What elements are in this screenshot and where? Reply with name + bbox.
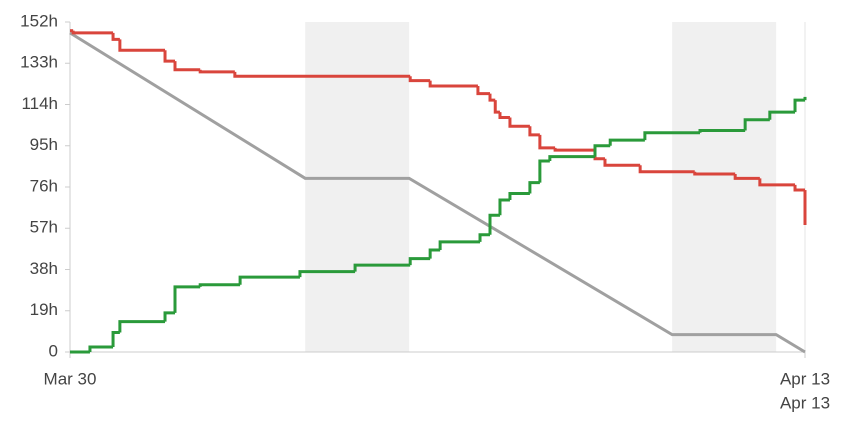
step-segment bbox=[238, 275, 300, 285]
step-segment bbox=[163, 50, 175, 63]
y-tick-label: 19h bbox=[30, 300, 58, 319]
y-tick-label: 76h bbox=[30, 176, 58, 195]
x-sublabel: Apr 13 bbox=[780, 393, 830, 412]
step-segment bbox=[793, 98, 805, 113]
step-segment bbox=[71, 30, 114, 35]
step-segment bbox=[528, 126, 540, 137]
step-segment bbox=[233, 71, 411, 78]
step-segment bbox=[698, 129, 746, 133]
step-segment bbox=[198, 69, 235, 74]
step-segment bbox=[493, 100, 500, 114]
step-segment bbox=[643, 131, 700, 141]
step-segment bbox=[608, 138, 645, 146]
weekend-shade bbox=[305, 22, 410, 352]
step-segment bbox=[408, 76, 431, 83]
x-tick-label: Mar 30 bbox=[44, 369, 97, 388]
weekend-shade bbox=[672, 22, 777, 352]
step-segment bbox=[478, 233, 490, 242]
step-segment bbox=[428, 80, 478, 88]
step-segment bbox=[758, 178, 796, 187]
step-segment bbox=[198, 283, 241, 287]
step-segment bbox=[488, 213, 500, 235]
y-tick-label: 38h bbox=[30, 259, 58, 278]
step-segment bbox=[353, 263, 411, 272]
y-tick-label: 152h bbox=[20, 11, 58, 30]
y-tick-label: 133h bbox=[20, 53, 58, 72]
step-segment bbox=[768, 110, 796, 120]
step-segment bbox=[111, 330, 120, 348]
step-segment bbox=[488, 93, 496, 102]
step-segment bbox=[428, 248, 441, 259]
step-segment bbox=[528, 181, 540, 194]
step-segment bbox=[476, 86, 490, 96]
step-segment bbox=[498, 198, 510, 216]
step-segment bbox=[118, 39, 166, 52]
step-segment bbox=[118, 320, 166, 333]
step-segment bbox=[173, 285, 201, 313]
step-segment bbox=[298, 270, 356, 278]
step-segment bbox=[508, 192, 530, 201]
step-segment bbox=[553, 147, 595, 152]
step-segment bbox=[538, 159, 550, 183]
step-segment bbox=[498, 112, 510, 120]
step-segment bbox=[733, 173, 760, 180]
step-segment bbox=[538, 134, 556, 150]
step-segment bbox=[508, 117, 530, 128]
step-segment bbox=[693, 171, 736, 176]
step-segment bbox=[603, 158, 641, 167]
step-segment bbox=[88, 345, 114, 352]
step-segment bbox=[548, 155, 595, 161]
step-segment bbox=[638, 165, 695, 174]
step-segment bbox=[793, 184, 805, 192]
step-segment bbox=[438, 240, 481, 250]
step-segment bbox=[163, 311, 175, 322]
step-segment bbox=[593, 144, 611, 157]
y-tick-label: 95h bbox=[30, 135, 58, 154]
step-segment bbox=[408, 257, 431, 266]
y-tick-label: 57h bbox=[30, 218, 58, 237]
ideal-line bbox=[69, 31, 806, 354]
step-segment bbox=[173, 61, 201, 72]
step-segment bbox=[111, 32, 120, 41]
y-tick-label: 114h bbox=[21, 94, 58, 113]
x-tick-label: Apr 13 bbox=[780, 369, 830, 388]
step-segment bbox=[743, 118, 770, 131]
y-tick-label: 0 bbox=[49, 341, 58, 360]
